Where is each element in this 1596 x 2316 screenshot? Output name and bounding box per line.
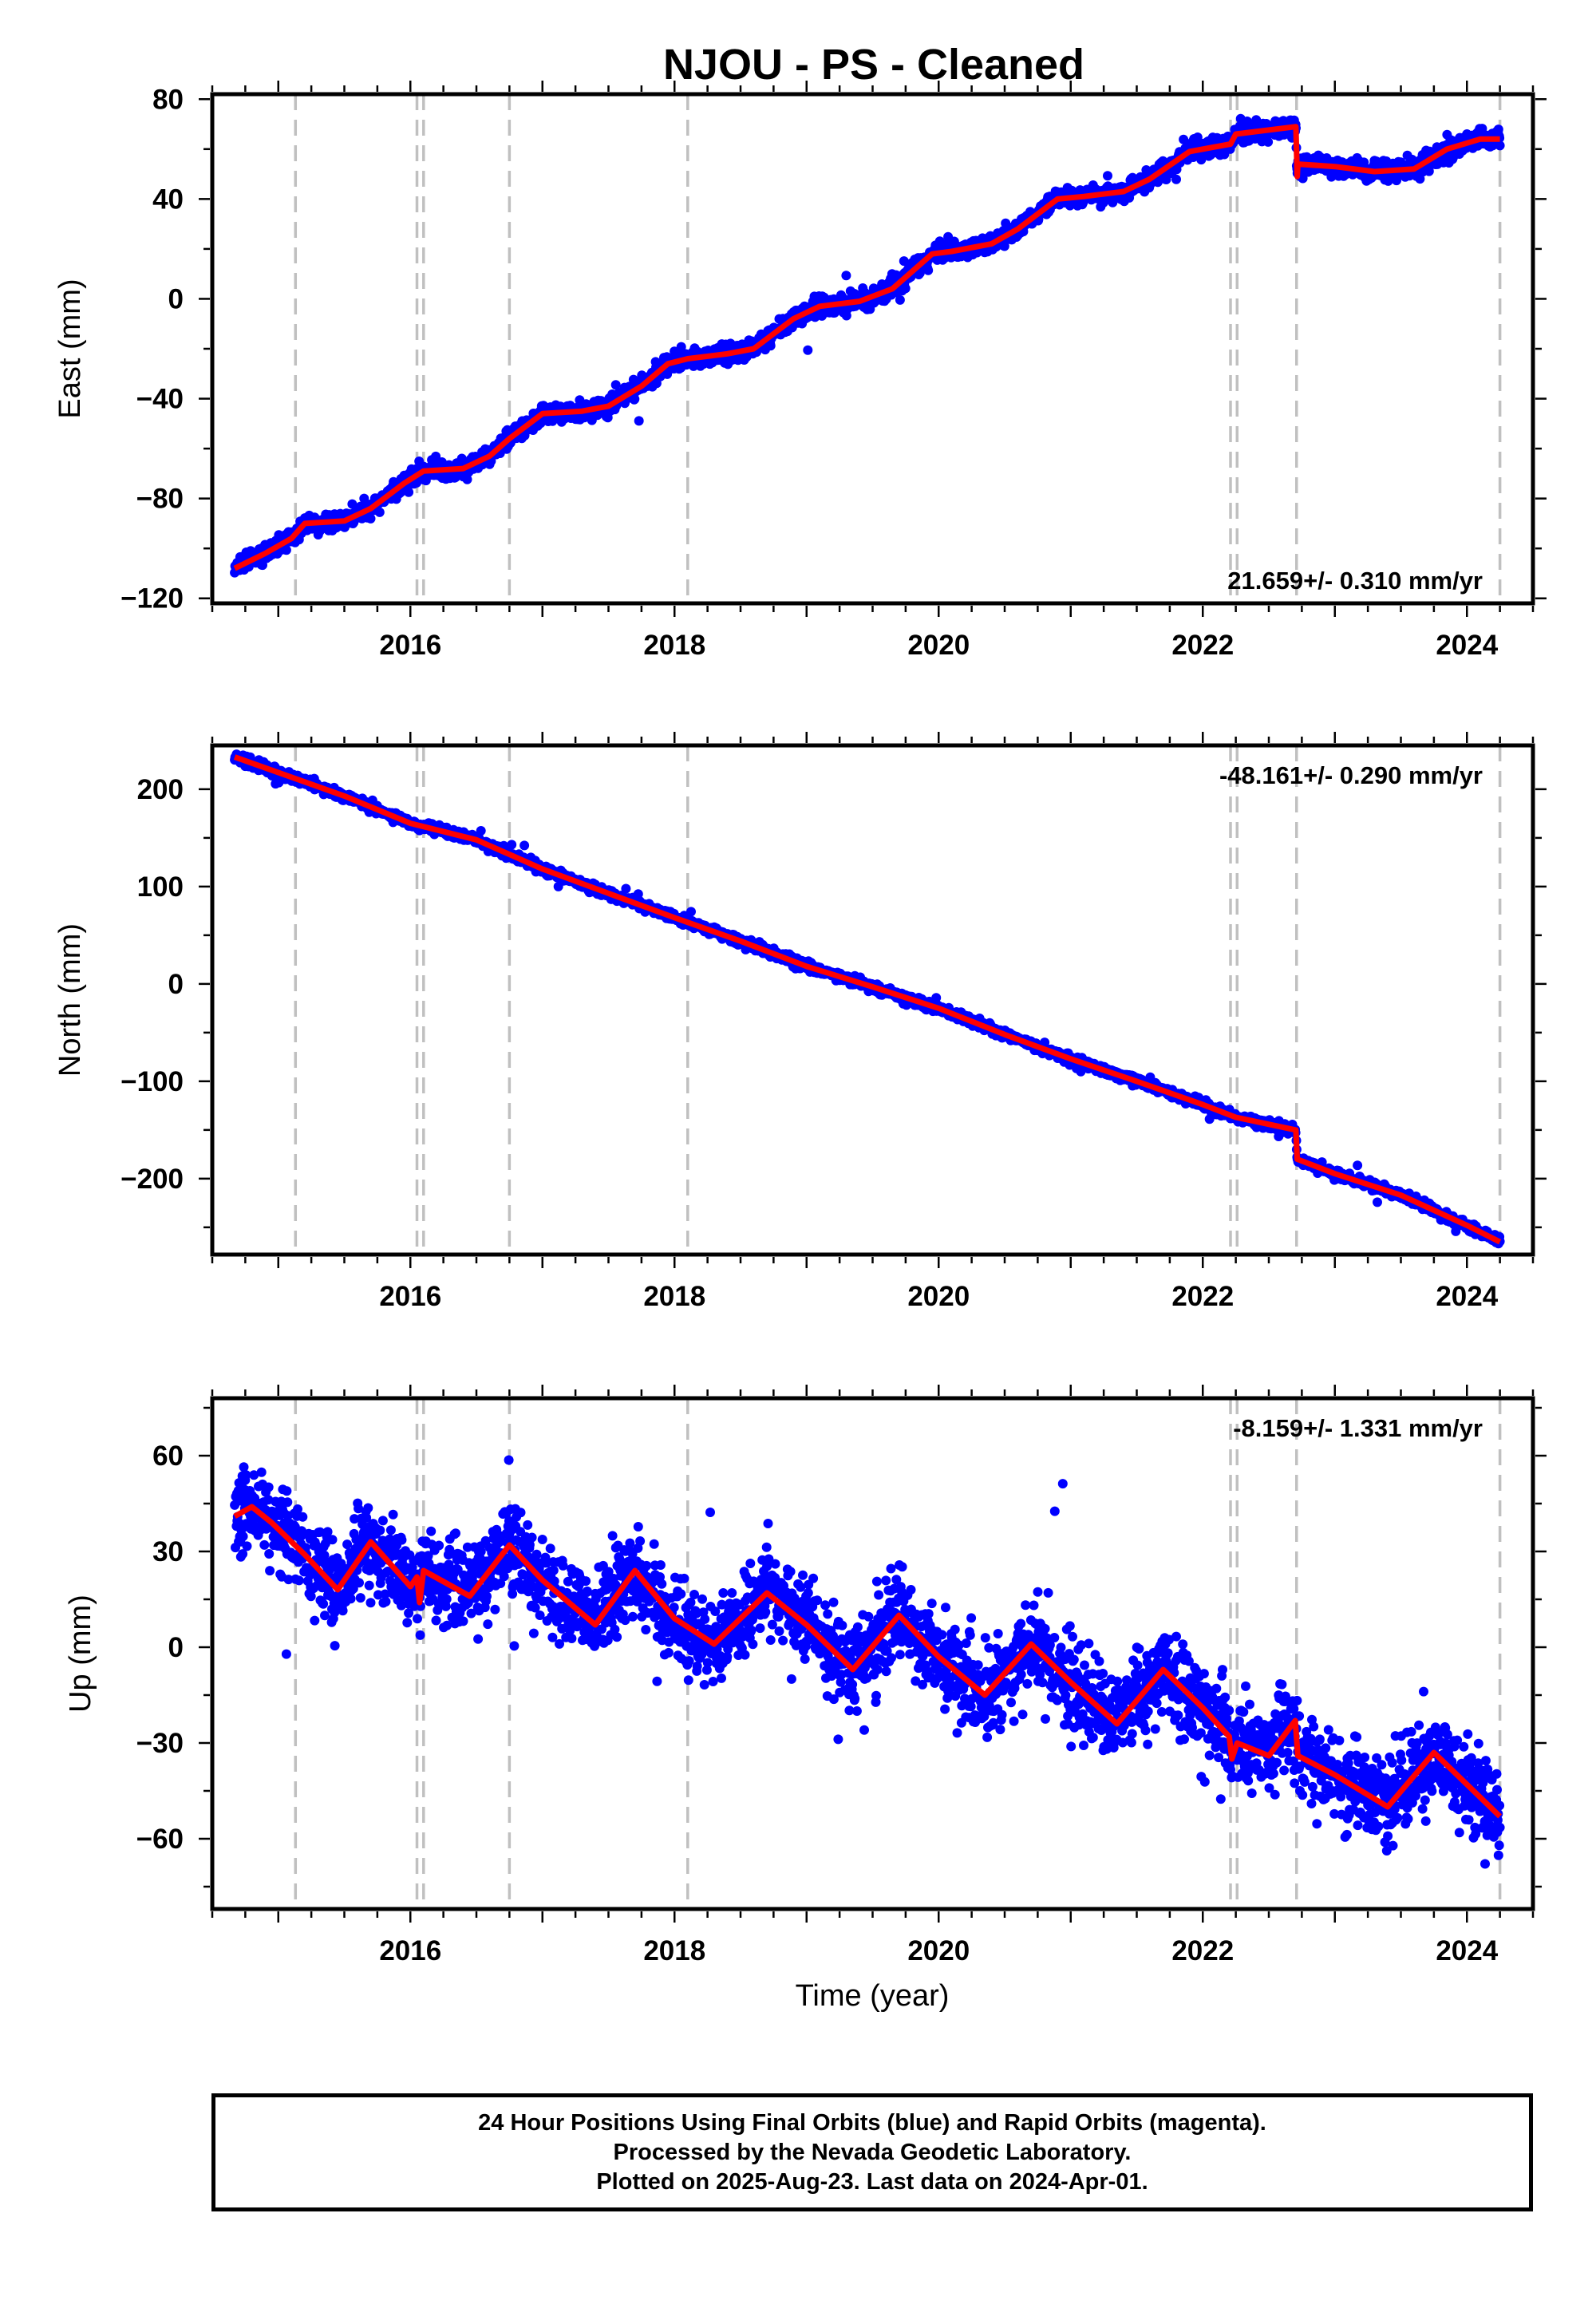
x-tick-label: 2022 [1171,630,1234,661]
position-point [1495,140,1505,151]
north-panel: 2016 2018 2020 2022 2024−200−1000100200North… [53,732,1547,1312]
y-axis: −120 −80 −40 0 40 80 [120,84,1547,615]
position-point [803,345,813,355]
equipment-change-lines [294,94,1502,603]
position-point [519,840,530,851]
velocity-label: 21.659+/- 0.310 mm/yr [1227,567,1483,595]
y-tick-label: −40 [136,384,184,415]
plot-frame [210,92,1535,606]
position-point [476,826,486,836]
position-point [895,294,905,305]
position-point [1171,174,1181,184]
position-point [1424,166,1434,176]
x-tick-label: 2018 [643,630,705,661]
position-point [404,487,414,497]
equipment-change-lines [294,745,1502,1255]
position-point [507,840,517,850]
position-point [841,271,851,281]
position-point [281,545,291,555]
position-point [1103,171,1112,181]
position-point [462,474,472,484]
position-point [431,451,441,461]
x-tick-label: 2016 [379,630,441,661]
y-axis-label: East (mm) [53,279,87,418]
position-point [621,883,631,894]
position-point [630,394,640,404]
position-point [923,265,934,275]
y-tick-label: 80 [152,84,184,115]
position-point [374,507,385,517]
y-tick-label: 0 [168,283,184,314]
model-fit-line [233,124,1500,571]
x-tick-label: 2024 [1436,630,1498,661]
position-point [686,907,696,917]
position-point [359,493,369,504]
y-tick-label: −120 [120,583,184,615]
position-point [900,283,911,294]
position-point [1298,173,1308,184]
y-tick-label: −80 [136,484,184,515]
east-panel: 2016 2018 2020 2022 2024 −120 −80 −40 0 40 80 East … [53,81,1547,661]
position-point [1263,136,1274,147]
position-point [1359,157,1369,168]
position-point [610,380,621,390]
daily-positions [230,113,1505,578]
x-tick-label: 2020 [907,630,970,661]
x-axis: 2016 2018 2020 2022 2024 [211,81,1535,661]
position-point [634,416,644,426]
chart-title: NJOU - PS - Cleaned [663,41,1084,89]
position-point [765,341,776,351]
y-tick-label: 40 [152,184,184,215]
position-point [365,513,376,524]
